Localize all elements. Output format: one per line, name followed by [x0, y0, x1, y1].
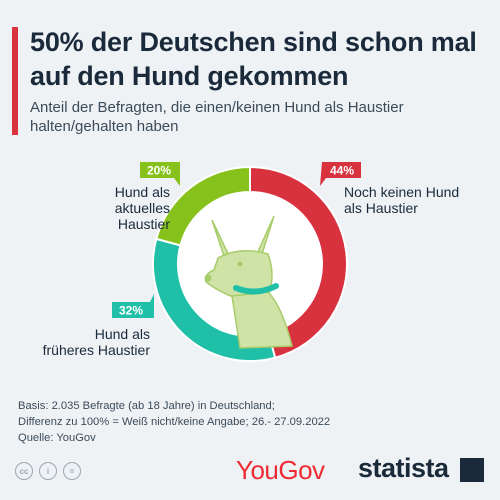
- nd-icon[interactable]: =: [63, 462, 81, 480]
- label-aktuelles: Hund als aktuelles Haustier: [114, 184, 170, 232]
- badge-32: 32%: [112, 294, 154, 318]
- badge-20: 20%: [140, 162, 180, 186]
- yougov-logo[interactable]: YouGov: [236, 455, 325, 485]
- cc-icon[interactable]: cc: [15, 462, 33, 480]
- page-subtitle: Anteil der Befragten, die einen/keinen H…: [30, 99, 404, 135]
- footer-notes: Basis: 2.035 Befragte (ab 18 Jahre) in D…: [18, 398, 478, 446]
- badge-44: 44%: [320, 162, 361, 186]
- donut-chart: [152, 165, 348, 362]
- badge-20-text: 20%: [147, 164, 171, 178]
- statista-mark-icon: [460, 458, 484, 482]
- source-line: Quelle: YouGov: [18, 432, 96, 444]
- badge-44-text: 44%: [330, 164, 354, 178]
- basis-line-1: Basis: 2.035 Befragte (ab 18 Jahre) in D…: [18, 400, 275, 412]
- donut-segment-20pct: [155, 165, 251, 247]
- basis-line-2: Differenz zu 100% = Weiß nicht/keine Ang…: [18, 416, 331, 428]
- donut-segment-44pct: [249, 165, 348, 359]
- by-icon[interactable]: i: [39, 462, 57, 480]
- accent-bar: [12, 27, 18, 135]
- label-noch-keinen: Noch keinen Hund als Haustier: [344, 184, 460, 216]
- license-icons[interactable]: cc i =: [15, 462, 81, 480]
- label-frueheres: Hund als früheres Haustier: [42, 326, 150, 358]
- badge-32-text: 32%: [119, 304, 143, 318]
- statista-logo[interactable]: statista: [358, 453, 449, 483]
- dog-illustration: [204, 215, 293, 349]
- page-title: 50% der Deutschen sind schon mal auf den…: [30, 27, 477, 91]
